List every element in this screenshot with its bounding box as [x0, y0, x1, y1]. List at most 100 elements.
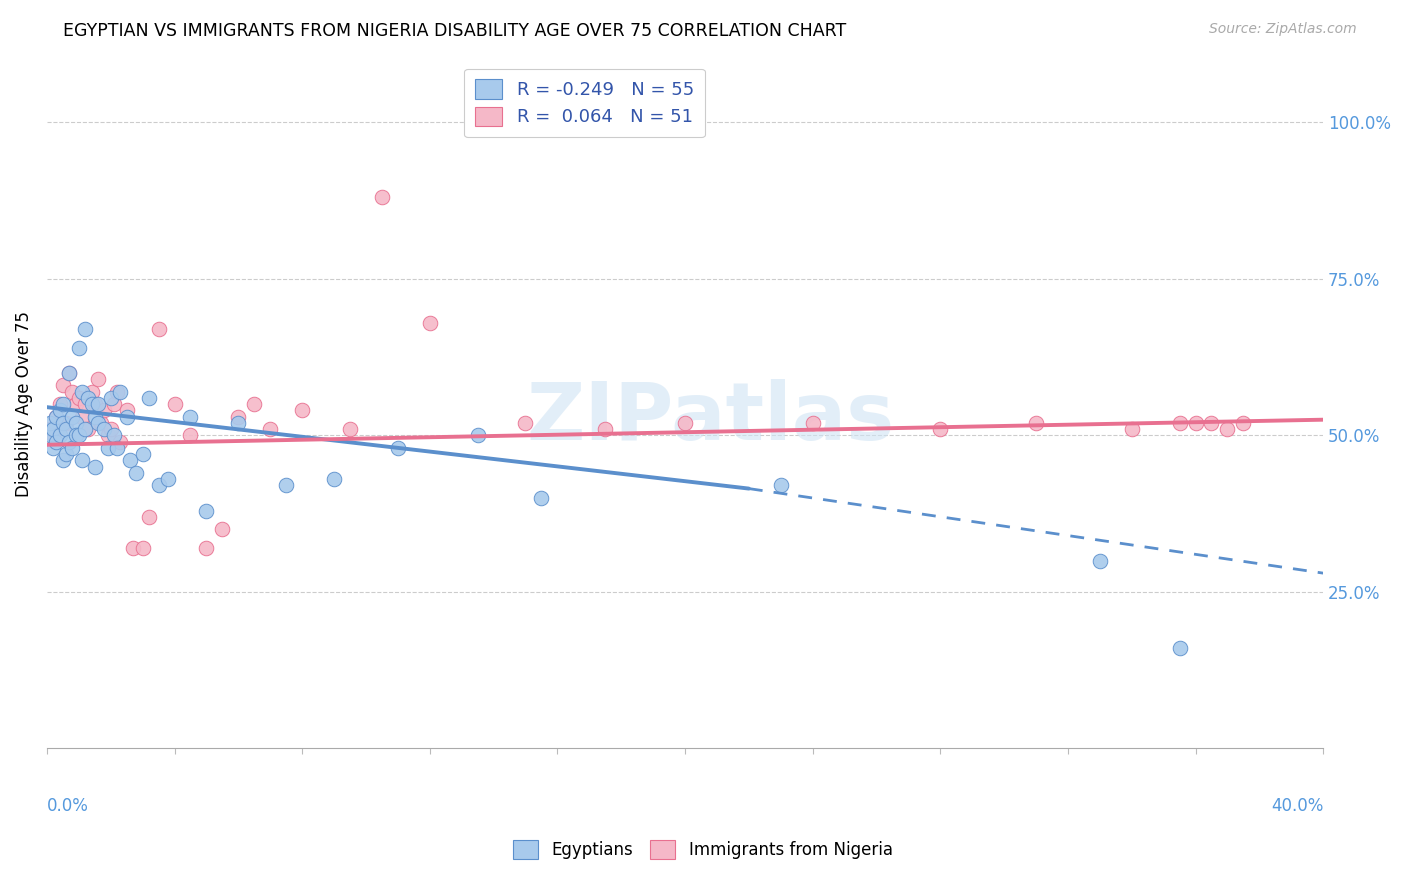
Legend: R = -0.249   N = 55, R =  0.064   N = 51: R = -0.249 N = 55, R = 0.064 N = 51 — [464, 69, 704, 137]
Point — [45, 409, 67, 424]
Point — [96, 441, 118, 455]
Point — [83, 409, 105, 424]
Text: Source: ZipAtlas.com: Source: ZipAtlas.com — [1209, 22, 1357, 37]
Point — [179, 428, 201, 442]
Point — [1121, 422, 1143, 436]
Point — [1025, 416, 1047, 430]
Point — [55, 447, 77, 461]
Point — [769, 478, 792, 492]
Point — [291, 403, 314, 417]
Point — [65, 416, 87, 430]
Point — [1184, 416, 1206, 430]
Point — [62, 384, 84, 399]
Point — [1232, 416, 1254, 430]
Point — [103, 397, 125, 411]
Point — [58, 366, 80, 380]
Point — [195, 541, 218, 555]
Point — [148, 322, 170, 336]
Point — [77, 391, 100, 405]
Point — [228, 409, 250, 424]
Point — [83, 459, 105, 474]
Point — [515, 416, 537, 430]
Point — [148, 478, 170, 492]
Point — [70, 453, 93, 467]
Point — [1088, 553, 1111, 567]
Point — [62, 441, 84, 455]
Point — [243, 397, 266, 411]
Point — [131, 447, 153, 461]
Point — [131, 541, 153, 555]
Point — [211, 522, 233, 536]
Point — [83, 397, 105, 411]
Y-axis label: Disability Age Over 75: Disability Age Over 75 — [15, 311, 32, 497]
Point — [42, 422, 65, 436]
Point — [93, 403, 115, 417]
Point — [87, 397, 110, 411]
Point — [339, 422, 361, 436]
Point — [259, 422, 281, 436]
Point — [80, 397, 103, 411]
Point — [276, 478, 298, 492]
Point — [45, 409, 67, 424]
Point — [70, 384, 93, 399]
Point — [1201, 416, 1223, 430]
Point — [593, 422, 616, 436]
Point — [75, 422, 97, 436]
Point — [100, 422, 122, 436]
Point — [387, 441, 409, 455]
Legend: Egyptians, Immigrants from Nigeria: Egyptians, Immigrants from Nigeria — [506, 834, 900, 866]
Point — [39, 428, 62, 442]
Point — [228, 416, 250, 430]
Point — [323, 472, 346, 486]
Point — [48, 428, 70, 442]
Point — [105, 441, 128, 455]
Point — [90, 416, 112, 430]
Point — [96, 428, 118, 442]
Point — [1216, 422, 1239, 436]
Point — [118, 453, 141, 467]
Point — [157, 472, 180, 486]
Point — [530, 491, 553, 505]
Point — [122, 541, 145, 555]
Point — [62, 409, 84, 424]
Point — [67, 341, 90, 355]
Point — [55, 422, 77, 436]
Point — [110, 434, 132, 449]
Point — [52, 453, 75, 467]
Point — [138, 509, 160, 524]
Point — [48, 403, 70, 417]
Point — [52, 397, 75, 411]
Point — [138, 391, 160, 405]
Point — [371, 190, 394, 204]
Point — [115, 409, 138, 424]
Point — [67, 391, 90, 405]
Point — [75, 322, 97, 336]
Point — [55, 416, 77, 430]
Point — [67, 428, 90, 442]
Point — [52, 378, 75, 392]
Text: ZIPatlas: ZIPatlas — [526, 379, 894, 457]
Point — [87, 372, 110, 386]
Point — [673, 416, 696, 430]
Point — [100, 391, 122, 405]
Text: 40.0%: 40.0% — [1271, 797, 1323, 814]
Point — [163, 397, 186, 411]
Point — [80, 384, 103, 399]
Point — [45, 434, 67, 449]
Point — [39, 416, 62, 430]
Text: 0.0%: 0.0% — [46, 797, 89, 814]
Point — [93, 422, 115, 436]
Point — [39, 422, 62, 436]
Point — [1168, 641, 1191, 656]
Point — [419, 316, 441, 330]
Point — [65, 397, 87, 411]
Point — [87, 416, 110, 430]
Point — [77, 422, 100, 436]
Point — [179, 409, 201, 424]
Point — [1168, 416, 1191, 430]
Point — [58, 434, 80, 449]
Point — [195, 503, 218, 517]
Point — [105, 384, 128, 399]
Point — [75, 397, 97, 411]
Point — [42, 441, 65, 455]
